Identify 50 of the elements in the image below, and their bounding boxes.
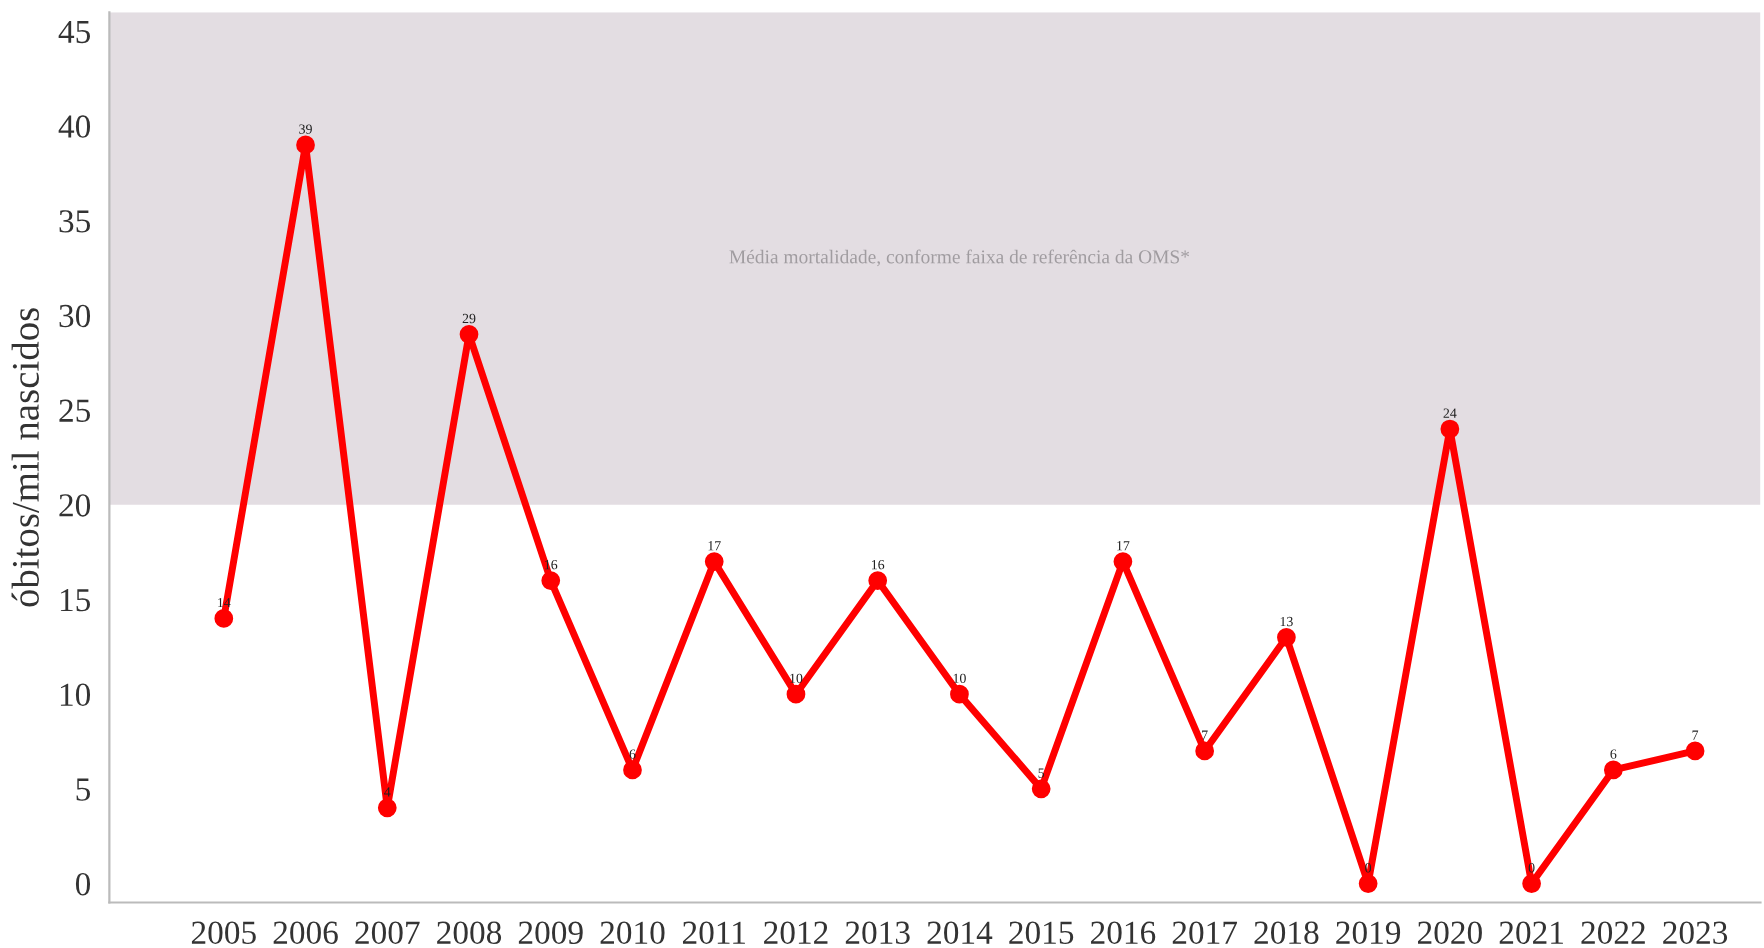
point <box>1277 627 1296 647</box>
y-tick-label: 30 <box>59 304 91 328</box>
x-tick-label: 2006 <box>273 921 338 945</box>
x-tick-label: 2007 <box>355 921 420 945</box>
y-tick-label: 15 <box>60 589 91 612</box>
x-tick-label: 2018 <box>1254 921 1319 945</box>
x-tick-label: 2008 <box>437 921 502 945</box>
band-label: Média mortalidade, conforme faixa de referência da OMS* <box>729 249 1190 267</box>
x-tick-label: 2023 <box>1663 921 1728 945</box>
point <box>541 571 561 590</box>
y-tick-label: 40 <box>58 115 91 138</box>
y-axis-title: óbitos/mil nascidos <box>11 308 39 607</box>
y-tick-label: 25 <box>59 399 91 422</box>
y-tick-label: 5 <box>76 778 91 801</box>
point <box>868 571 888 590</box>
point <box>214 609 234 628</box>
point <box>1440 419 1460 439</box>
x-tick-label: 2021 <box>1499 921 1563 945</box>
x-tick-label: 2022 <box>1581 921 1645 945</box>
x-tick-label: 2015 <box>1009 921 1074 945</box>
x-tick-label: 2014 <box>927 921 993 945</box>
y-tick-label: 10 <box>60 683 91 707</box>
x-tick-label: 2017 <box>1172 921 1238 945</box>
x-tick-label: 2011 <box>682 921 745 945</box>
y-tick-label: 0 <box>75 872 91 896</box>
point <box>459 324 479 344</box>
point <box>1358 874 1378 893</box>
point <box>1195 741 1215 761</box>
point <box>704 552 724 571</box>
point <box>950 684 969 704</box>
x-tick-label: 2019 <box>1336 921 1401 945</box>
x-tick-label: 2016 <box>1091 921 1156 945</box>
point <box>1031 779 1051 799</box>
point <box>1603 760 1623 780</box>
x-tick-label: 2012 <box>764 921 828 945</box>
point <box>623 760 642 780</box>
point <box>1685 741 1705 761</box>
point <box>1113 552 1133 571</box>
x-tick-label: 2020 <box>1418 921 1482 945</box>
y-tick-label: 35 <box>59 210 91 233</box>
point <box>377 798 397 818</box>
x-tick-label: 2005 <box>191 921 256 945</box>
point <box>296 135 315 155</box>
x-tick-label: 2009 <box>518 921 583 945</box>
point <box>786 684 806 704</box>
y-tick-label: 20 <box>59 494 91 517</box>
x-tick-label: 2013 <box>845 921 910 945</box>
point <box>1522 874 1541 893</box>
x-tick-label: 2010 <box>600 921 665 945</box>
y-tick-label: 45 <box>58 20 91 44</box>
